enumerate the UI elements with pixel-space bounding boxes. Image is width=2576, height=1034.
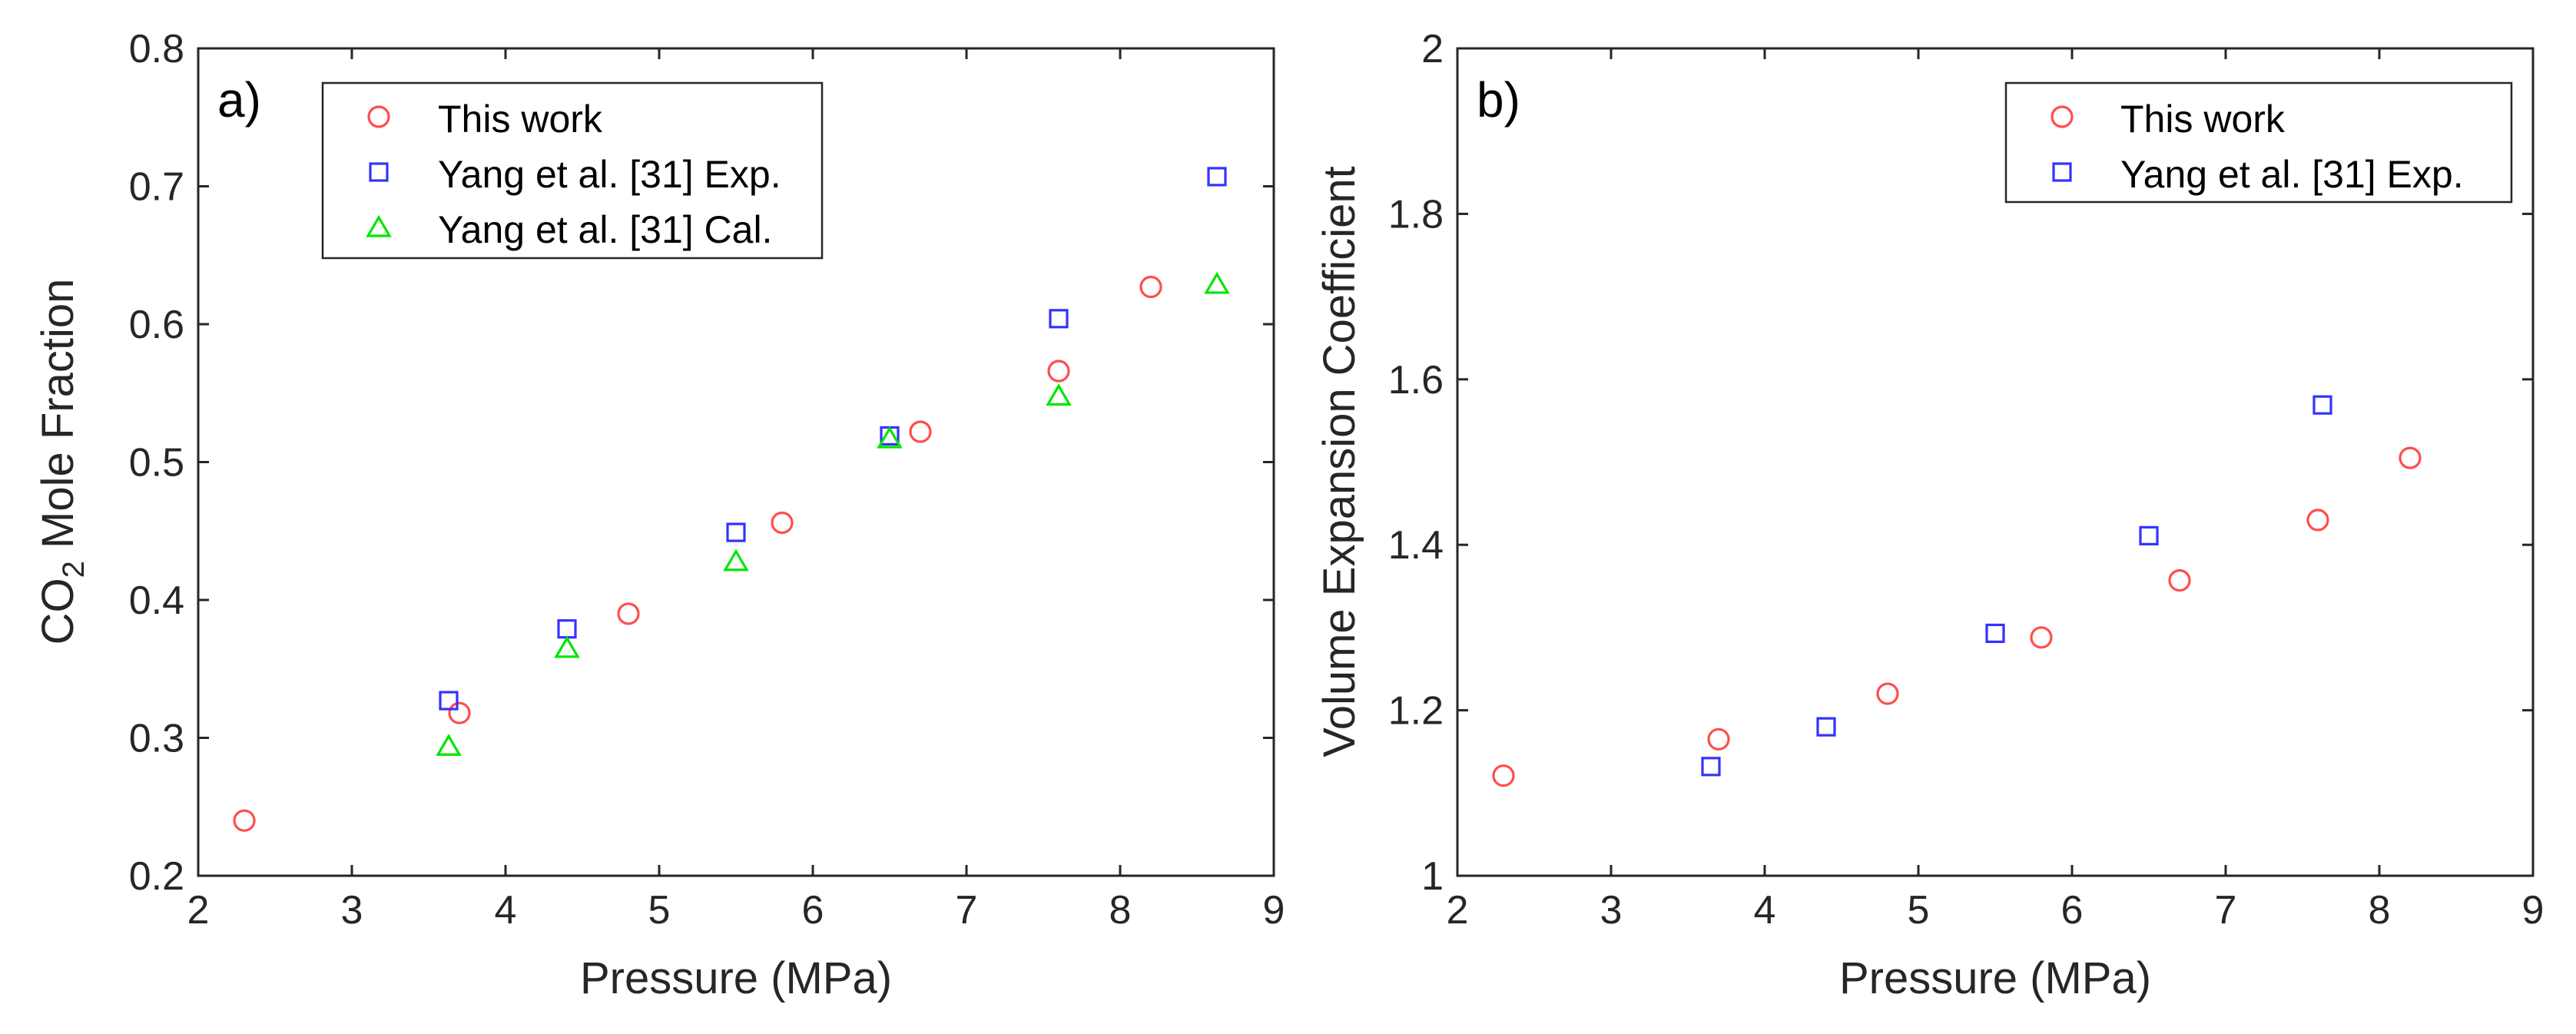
chart-a: 2 3 4 5 6 7 8 9 0.2 0.3 0.4 0.5 0.6 0.7 0.8 a) Pressu…	[33, 27, 1285, 1003]
legend-marker	[369, 162, 389, 182]
data-point	[877, 426, 903, 449]
data-point	[1985, 623, 2005, 644]
chart-a-panel-label: a)	[217, 72, 261, 128]
chart-a-legend-label: This work	[438, 98, 603, 141]
data-point	[2306, 509, 2329, 532]
chart-a-legend-box	[321, 81, 824, 260]
y-tick-label: 0.7	[129, 165, 184, 210]
data-point	[2030, 626, 2053, 649]
data-point	[726, 522, 746, 542]
chart-b-frame	[1456, 47, 2535, 877]
chart-b: 2 3 4 5 6 7 8 9 1 1.2 1.4 1.6 1.8 2 b) Pressure (MPa…	[1315, 27, 2544, 1003]
data-point	[554, 635, 580, 658]
data-point	[1139, 275, 1162, 299]
y-tick-label: 1	[1421, 854, 1444, 899]
legend-marker	[2052, 162, 2072, 182]
legend-marker	[367, 105, 390, 128]
x-tick-label: 8	[2369, 888, 2391, 933]
x-tick-label: 3	[1600, 888, 1623, 933]
x-tick-label: 2	[1447, 888, 1469, 933]
data-point	[1207, 167, 1227, 187]
x-tick-label: 5	[648, 888, 671, 933]
chart-a-y-axis-title-subscript: 2	[57, 561, 91, 578]
data-point	[1876, 682, 1899, 705]
x-tick-label: 5	[1908, 888, 1930, 933]
x-tick-label: 4	[495, 888, 517, 933]
chart-a-x-axis: 2 3 4 5 6 7 8 9	[187, 48, 1285, 933]
chart-a-y-axis: 0.2 0.3 0.4 0.5 0.6 0.7 0.8	[129, 27, 1274, 899]
y-tick-label: 0.3	[129, 717, 184, 761]
chart-b-legend: This work Yang et al. [31] Exp.	[2004, 81, 2513, 204]
data-point	[771, 511, 794, 535]
data-point	[1046, 383, 1072, 406]
data-point	[233, 809, 256, 832]
chart-b-x-axis: 2 3 4 5 6 7 8 9	[1447, 48, 2545, 933]
data-point	[1492, 764, 1515, 787]
data-point	[909, 420, 932, 443]
y-tick-label: 1.6	[1388, 358, 1444, 403]
chart-a-legend-markers	[366, 105, 392, 237]
chart-b-data	[1492, 395, 2422, 787]
x-tick-label: 2	[187, 888, 210, 933]
chart-a-x-axis-title: Pressure (MPa)	[580, 953, 892, 1003]
data-point	[617, 602, 640, 625]
x-tick-label: 7	[2215, 888, 2237, 933]
data-point	[2399, 446, 2422, 469]
y-tick-label: 0.6	[129, 303, 184, 347]
data-point	[1047, 360, 1070, 383]
chart-a-y-axis-title-suffix: Mole Fraction	[33, 279, 83, 561]
x-tick-label: 9	[2522, 888, 2545, 933]
y-tick-label: 2	[1421, 27, 1444, 71]
x-tick-label: 6	[2061, 888, 2084, 933]
chart-b-legend-label: Yang et al. [31] Exp.	[2120, 153, 2464, 196]
chart-b-legend-markers	[2051, 105, 2074, 182]
legend-marker	[2051, 105, 2074, 128]
x-tick-label: 6	[802, 888, 824, 933]
chart-a-legend-label: Yang et al. [31] Cal.	[438, 208, 772, 251]
chart-b-legend-label: This work	[2120, 98, 2286, 141]
y-tick-label: 0.4	[129, 578, 184, 623]
chart-b-y-axis: 1 1.2 1.4 1.6 1.8 2	[1388, 27, 2533, 899]
y-tick-label: 1.2	[1388, 689, 1444, 734]
data-point	[1816, 717, 1836, 737]
data-point	[436, 734, 462, 756]
chart-a-legend-label: Yang et al. [31] Exp.	[438, 153, 781, 196]
y-tick-label: 0.8	[129, 27, 184, 71]
legend-marker	[366, 214, 392, 237]
chart-b-panel-label: b)	[1477, 72, 1520, 128]
x-tick-label: 4	[1754, 888, 1776, 933]
data-point	[1701, 757, 1721, 777]
chart-a-data	[233, 167, 1230, 832]
x-tick-label: 9	[1263, 888, 1285, 933]
data-point	[557, 619, 577, 639]
data-point	[723, 548, 749, 572]
y-tick-label: 1.8	[1388, 192, 1444, 237]
data-point	[1204, 271, 1230, 294]
chart-b-x-axis-title: Pressure (MPa)	[1839, 953, 2151, 1003]
y-tick-label: 0.5	[129, 441, 184, 486]
chart-b-y-axis-title: Volume Expansion Coefficient	[1315, 166, 1364, 757]
data-point	[2312, 395, 2332, 415]
chart-b-legend-box	[2004, 81, 2513, 204]
data-point	[1049, 309, 1069, 329]
y-tick-label: 1.4	[1388, 523, 1444, 568]
x-tick-label: 7	[956, 888, 978, 933]
x-tick-label: 3	[341, 888, 363, 933]
chart-a-y-axis-title-main: CO	[33, 578, 83, 645]
chart-a-legend: This work Yang et al. [31] Exp. Yang et …	[321, 81, 824, 260]
data-point	[2139, 525, 2159, 545]
chart-a-y-axis-title: CO2 Mole Fraction	[33, 279, 91, 645]
data-point	[2168, 568, 2191, 592]
data-point	[448, 701, 471, 724]
data-point	[439, 691, 459, 711]
x-tick-label: 8	[1109, 888, 1132, 933]
y-tick-label: 0.2	[129, 854, 184, 899]
data-point	[1707, 727, 1730, 751]
